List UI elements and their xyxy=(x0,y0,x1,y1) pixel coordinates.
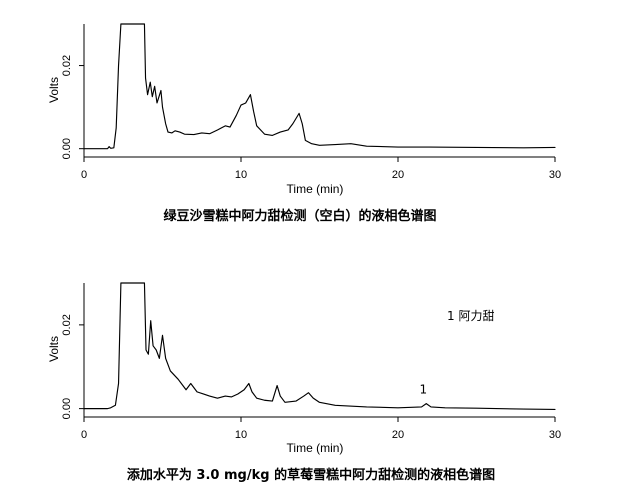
y-tick-label: 0.00 xyxy=(61,398,73,419)
y-tick-label: 0.02 xyxy=(61,314,73,335)
peak-label: 1 xyxy=(419,382,427,396)
chart-panel-spiked: 0.000.02 0 10 20 30 Volts Time (min) 1 阿力甜 … xyxy=(47,282,561,483)
chromatogram-trace xyxy=(83,282,556,411)
x-axis-label: Time (min) xyxy=(287,182,344,196)
x-tick-label: 20 xyxy=(392,169,404,181)
y-tick-label: 0.02 xyxy=(61,55,73,76)
x-tick-label: 10 xyxy=(235,169,247,181)
chart-caption: 绿豆沙雪糕中阿力甜检测（空白）的液相色谱图 xyxy=(163,208,436,224)
chromatogram-trace xyxy=(83,23,556,150)
y-tick-label: 0.00 xyxy=(61,138,73,159)
x-tick-label: 0 xyxy=(81,429,87,441)
y-axis-label: Volts xyxy=(47,336,61,362)
x-ticks: 0 10 20 30 xyxy=(81,417,561,441)
x-tick-label: 30 xyxy=(549,429,561,441)
y-ticks: 0.00 0.02 xyxy=(61,55,84,159)
x-tick-label: 30 xyxy=(549,169,561,181)
y-axis-label: Volts xyxy=(47,77,61,103)
x-tick-label: 20 xyxy=(392,429,404,441)
x-ticks: 0 10 20 30 xyxy=(81,157,561,181)
chart-caption: 添加水平为 3.0 mg/kg 的草莓雪糕中阿力甜检测的液相色谱图 xyxy=(127,467,495,483)
x-axis-label: Time (min) xyxy=(287,441,344,455)
y-ticks: 0.00 0.02 xyxy=(61,314,84,419)
x-tick-label: 0 xyxy=(81,169,87,181)
x-tick-label: 10 xyxy=(235,429,247,441)
peak-legend: 1 阿力甜 xyxy=(447,309,494,323)
chart-panel-blank: 0.00 0.02 0 10 20 30 Volts Time (min) 绿豆沙雪糕中… xyxy=(47,23,561,224)
